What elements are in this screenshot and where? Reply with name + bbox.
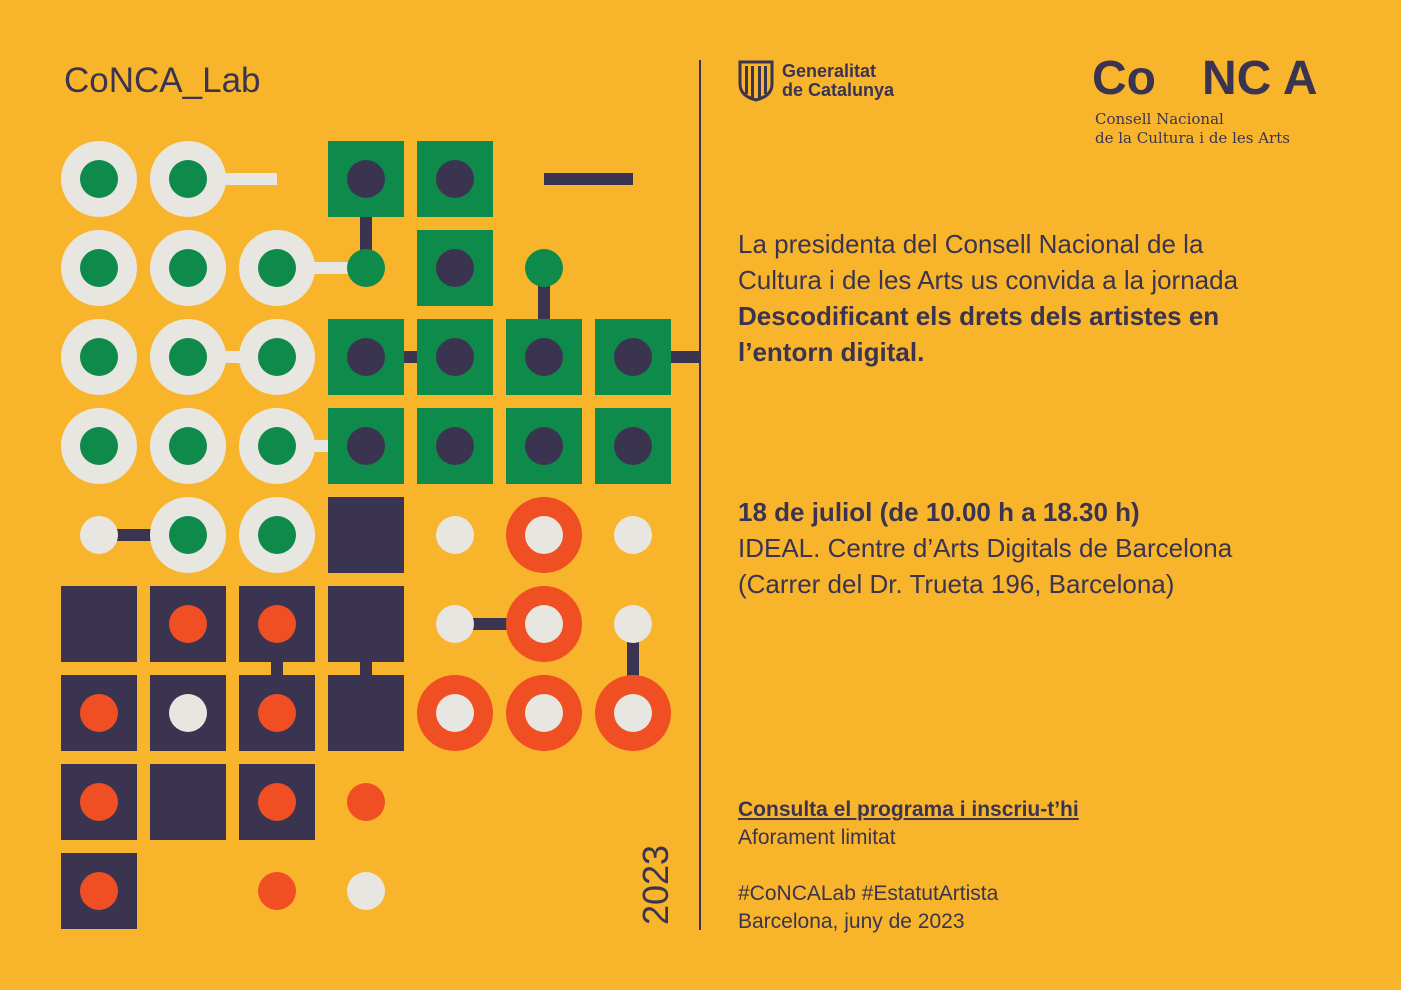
pattern-cell-ring-red (417, 675, 493, 751)
pattern-cell-ring-green (61, 319, 137, 395)
conca-subtitle-line1: Consell Nacional (1095, 110, 1224, 128)
pattern-cell-dot-light (80, 516, 118, 554)
pattern-cell-sq-dark (328, 675, 404, 751)
event-date: 18 de juliol (de 10.00 h a 18.30 h) (738, 497, 1140, 527)
event-venue: IDEAL. Centre d’Arts Digitals de Barcelo… (738, 533, 1233, 563)
pattern-cell-sq-red (61, 853, 137, 929)
event-address: (Carrer del Dr. Trueta 196, Barcelona) (738, 569, 1175, 599)
pattern-cell-ring-green (239, 230, 315, 306)
pattern-cell-ring-red (595, 675, 671, 751)
pattern-cell-ring-green (150, 230, 226, 306)
pattern-cell-dot-green (347, 249, 385, 287)
pattern-cell-dot-light (614, 516, 652, 554)
pattern-cell-sq-dark (328, 586, 404, 662)
pattern-cell-sq-green (417, 141, 493, 217)
conca-logo: Co NC A (1092, 53, 1318, 105)
pattern-cell-ring-green (150, 141, 226, 217)
pattern-cell-sq-green (328, 408, 404, 484)
pattern-cell-sq-green (328, 319, 404, 395)
capacity-note: Aforament limitat (738, 826, 896, 849)
pattern-cell-sq-green (417, 230, 493, 306)
pattern-cell-sq-dark (61, 586, 137, 662)
pattern-cell-ring-green (61, 230, 137, 306)
generalitat-emblem-icon (738, 60, 774, 102)
pattern-cell-sq-red (61, 675, 137, 751)
footer: Consulta el programa i inscriu-t’hi Afor… (738, 796, 1079, 936)
place-date: Barcelona, juny de 2023 (738, 910, 965, 933)
pattern-cell-ring-green (150, 408, 226, 484)
pattern-cell-sq-dark (328, 497, 404, 573)
pattern-cell-sq-red (239, 764, 315, 840)
pattern-cell-ring-green (150, 497, 226, 573)
pattern-cell-sq-light (150, 675, 226, 751)
pattern-cell-dot-red (347, 783, 385, 821)
event-title-line2: l’entorn digital. (738, 337, 925, 367)
pattern-cell-sq-green (506, 408, 582, 484)
conca-logo-left: Co (1092, 52, 1156, 105)
pattern-cell-ring-green (150, 319, 226, 395)
pattern-cell-sq-green (506, 319, 582, 395)
event-details: 18 de juliol (de 10.00 h a 18.30 h) IDEA… (738, 494, 1378, 602)
pattern-cell-ring-green (239, 497, 315, 573)
pattern-cell-sq-red (61, 764, 137, 840)
pattern-cell-dot-light (436, 605, 474, 643)
pattern-grid (61, 141, 700, 929)
pattern-cell-ring-red (506, 497, 582, 573)
conca-subtitle: Consell Nacional de la Cultura i de les … (1095, 110, 1290, 148)
invitation-line2: Cultura i de les Arts us convida a la jo… (738, 265, 1239, 295)
pattern-cell-dot-light (347, 872, 385, 910)
brand-title: CoNCA_Lab (64, 61, 261, 100)
pattern-cell-sq-red (150, 586, 226, 662)
pattern-cell-ring-red (506, 586, 582, 662)
program-registration-link[interactable]: Consulta el programa i inscriu-t’hi (738, 798, 1079, 821)
generalitat-line2: de Catalunya (782, 80, 895, 100)
pattern-cell-sq-green (595, 408, 671, 484)
pattern-cell-sq-red (239, 586, 315, 662)
pattern-cell-ring-green (239, 408, 315, 484)
generalitat-line1: Generalitat (782, 61, 877, 81)
conca-subtitle-line2: de la Cultura i de les Arts (1095, 129, 1290, 147)
pattern-cell-sq-green (595, 319, 671, 395)
pattern-cell-dot-red (258, 872, 296, 910)
pattern-cell-sq-green (328, 141, 404, 217)
conca-logo-right: NC A (1201, 52, 1318, 105)
pattern-cell-sq-green (417, 408, 493, 484)
pattern-cell-ring-green (61, 408, 137, 484)
year-label: 2023 (635, 844, 676, 926)
event-title-line1: Descodificant els drets dels artistes en (738, 301, 1220, 331)
pattern-cell-sq-dark (150, 764, 226, 840)
pattern-cell-sq-red (239, 675, 315, 751)
pattern-cell-sq-green (417, 319, 493, 395)
pattern-cell-ring-green (239, 319, 315, 395)
pattern-cell-dot-light (614, 605, 652, 643)
pattern-cell-ring-red (506, 675, 582, 751)
generalitat-logo: Generalitat de Catalunya (738, 60, 894, 102)
divider (699, 60, 701, 930)
invitation-text: La presidenta del Consell Nacional de la… (738, 226, 1358, 370)
pattern-cell-dot-green (525, 249, 563, 287)
pattern-cell-ring-green (61, 141, 137, 217)
hashtags: #CoNCALab #EstatutArtista (738, 882, 999, 905)
invitation-line1: La presidenta del Consell Nacional de la (738, 229, 1204, 259)
pattern-cell-dot-light (436, 516, 474, 554)
